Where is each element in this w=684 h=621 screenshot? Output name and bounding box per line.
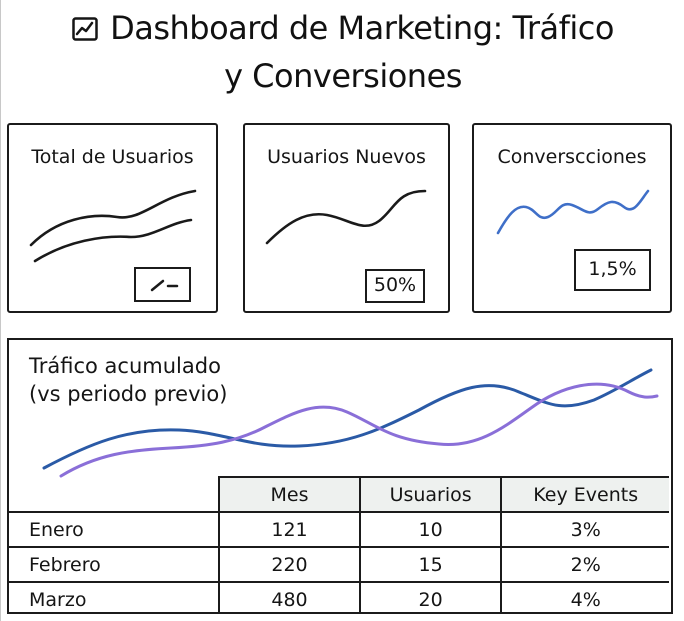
panel-title: Tráfico acumulado (vs periodo previo) bbox=[29, 352, 227, 408]
table-header-usuarios[interactable]: Usuarios bbox=[358, 476, 503, 513]
table-cell-key-events: 3% bbox=[500, 511, 669, 548]
table-header-mes[interactable]: Mes bbox=[218, 476, 361, 513]
traffic-line-chart bbox=[42, 368, 659, 478]
panel-title-line-2: (vs periodo previo) bbox=[29, 382, 228, 406]
kpi-value-box: 1,5% bbox=[574, 249, 651, 291]
kpi-card-usuarios-nuevos[interactable]: Usuarios Nuevos 50% bbox=[243, 123, 450, 313]
table-cell-mes: 121 bbox=[218, 511, 361, 548]
dashboard-header: Dashboard de Marketing: Tráfico y Conver… bbox=[1, 4, 684, 100]
table-row: Marzo 480 20 4% bbox=[9, 581, 669, 612]
series-line-blue bbox=[42, 368, 653, 470]
kpi-sparkline bbox=[496, 189, 650, 235]
series-line-purple bbox=[59, 382, 659, 478]
page-title-text: Dashboard de Marketing: Tráfico bbox=[110, 9, 614, 47]
table-row-label: Enero bbox=[9, 511, 221, 548]
page-title-line-1: Dashboard de Marketing: Tráfico bbox=[1, 4, 684, 52]
traffic-panel: Tráfico acumulado (vs periodo previo) Me… bbox=[7, 338, 673, 614]
table-cell-key-events: 4% bbox=[500, 581, 669, 612]
kpi-card-conversiones[interactable]: Converscciones 1,5% bbox=[472, 123, 672, 313]
kpi-title: Total de Usuarios bbox=[31, 146, 194, 168]
kpi-card-total-usuarios[interactable]: Total de Usuarios bbox=[7, 123, 218, 313]
kpi-value-scribble bbox=[150, 279, 178, 292]
kpi-title: Converscciones bbox=[497, 146, 647, 168]
table-cell-key-events: 2% bbox=[500, 546, 669, 583]
table-row-label: Febrero bbox=[9, 546, 221, 583]
table-row: Enero 121 10 3% bbox=[9, 511, 669, 548]
trending-chart-icon bbox=[72, 6, 98, 41]
kpi-value-box: 50% bbox=[365, 269, 425, 303]
traffic-table: Mes Usuarios Key Events Enero 121 10 3% … bbox=[9, 476, 669, 612]
table-header-row: Mes Usuarios Key Events bbox=[9, 476, 669, 513]
page-title-line-2: y Conversiones bbox=[224, 57, 462, 95]
kpi-value-box bbox=[134, 267, 191, 302]
table-cell-usuarios: 15 bbox=[358, 546, 503, 583]
table-row: Febrero 220 15 2% bbox=[9, 546, 669, 583]
kpi-sparkline bbox=[29, 189, 197, 263]
panel-title-line-1: Tráfico acumulado bbox=[29, 354, 221, 378]
table-cell-mes: 480 bbox=[218, 581, 361, 612]
table-cell-mes: 220 bbox=[218, 546, 361, 583]
kpi-sparkline bbox=[265, 189, 427, 245]
kpi-title: Usuarios Nuevos bbox=[267, 146, 426, 168]
table-row-label: Marzo bbox=[9, 581, 221, 612]
table-header-key-events[interactable]: Key Events bbox=[500, 476, 669, 513]
table-cell-usuarios: 10 bbox=[358, 511, 503, 548]
table-cell-usuarios: 20 bbox=[358, 581, 503, 612]
table-header-blank bbox=[9, 477, 221, 513]
